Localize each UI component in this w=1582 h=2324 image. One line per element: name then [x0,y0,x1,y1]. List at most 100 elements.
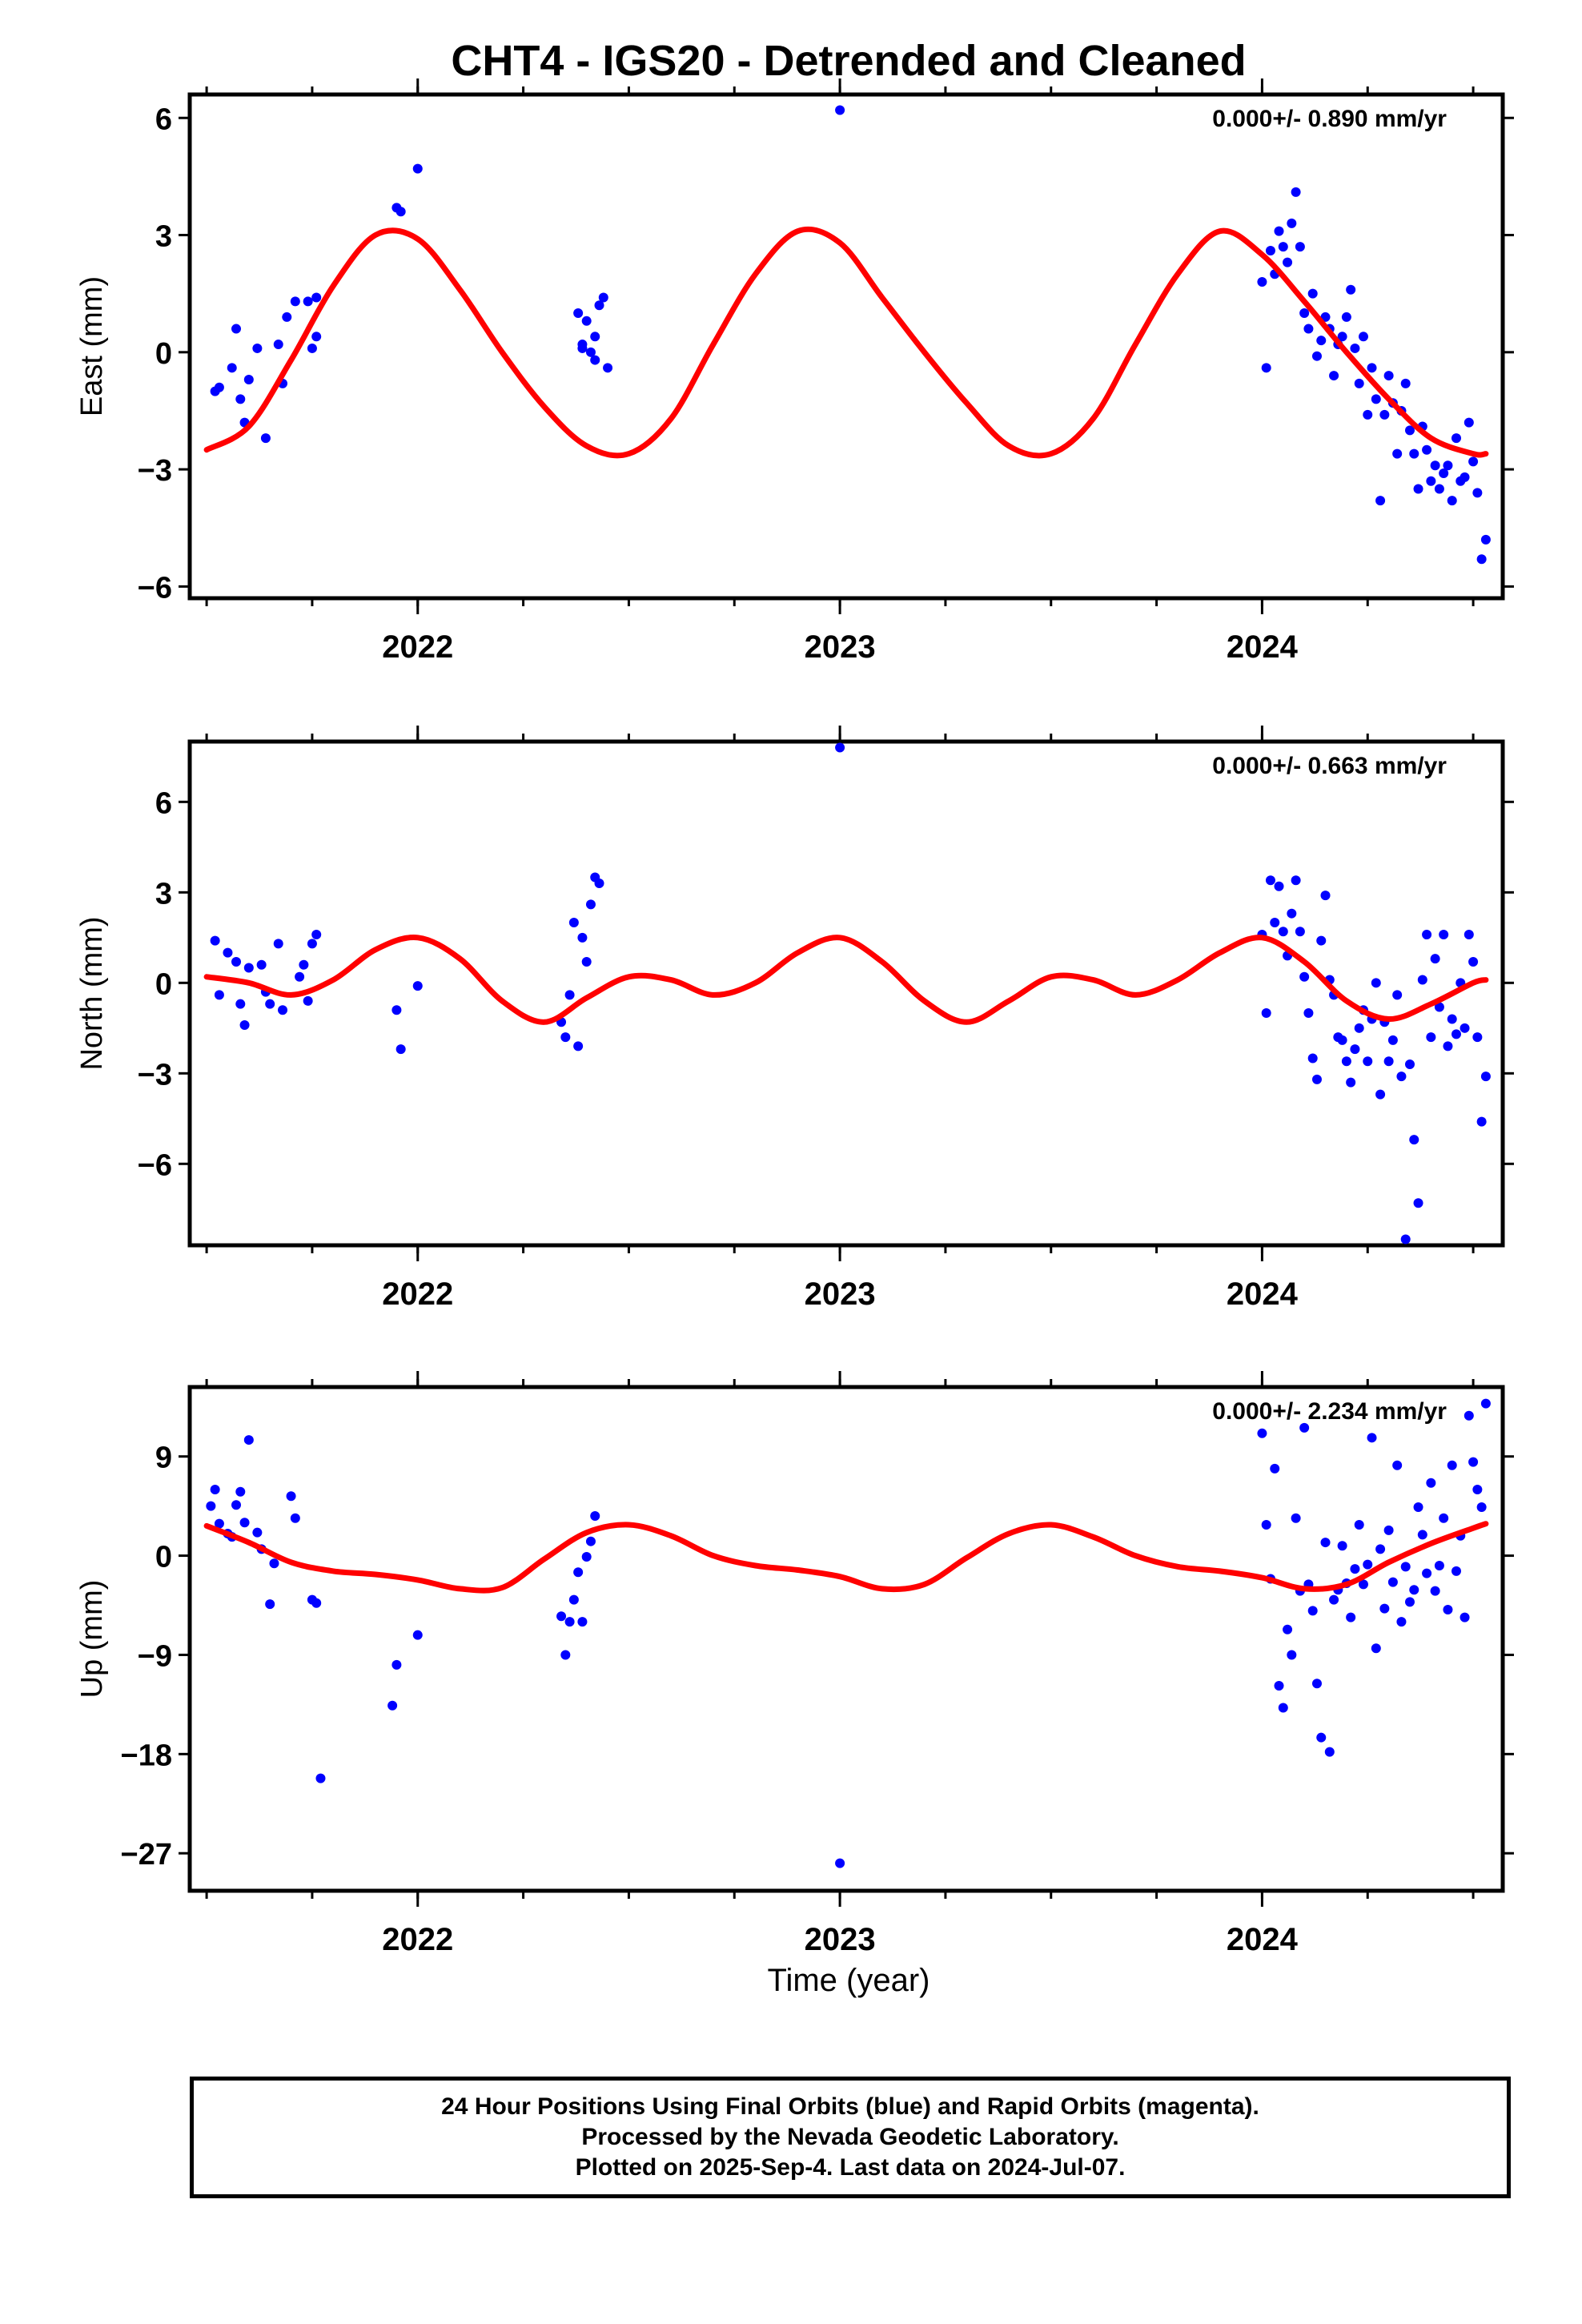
up-data-point [560,1650,571,1660]
east-data-point [214,382,224,392]
up-data-point [231,1500,242,1510]
up-data-point [1287,1650,1297,1660]
up-ytick-label: −18 [121,1739,172,1772]
north-data-point [256,959,267,970]
east-data-point [1434,484,1444,494]
up-data-point [1261,1520,1271,1530]
up-data-point [252,1527,263,1538]
east-ytick-label: 3 [155,220,172,254]
east-model-curve [203,226,1489,459]
up-ytick-label: −27 [121,1838,172,1872]
north-data-point [396,1044,406,1055]
north-ytick-label: −6 [138,1148,172,1182]
east-data-point [396,207,406,217]
footer-line-3: Plotted on 2025-Sep-4. Last data on 2024… [575,2154,1126,2181]
east-data-point [311,332,322,342]
east-data-point [1283,257,1293,267]
east-data-point [1375,496,1386,506]
up-data-point [239,1518,250,1528]
east-data-point [311,292,322,303]
east-data-point [1358,332,1368,342]
north-data-point [243,963,254,973]
up-data-point [286,1491,296,1502]
east-data-point [1413,484,1423,494]
up-model-curve [203,1521,1489,1594]
east-data-point [1329,371,1339,381]
north-data-point [223,947,233,958]
east-data-point [1480,534,1491,545]
north-data-point [568,917,579,927]
north-data-point [581,956,592,967]
up-data-point [391,1659,402,1670]
north-data-point [1320,891,1331,901]
north-data-point [235,999,246,1009]
north-data-point [295,971,305,982]
up-ylabel: Up (mm) [75,1580,109,1699]
up-data-point [1324,1747,1335,1757]
north-data-point [1341,1056,1351,1067]
east-data-point [1341,312,1351,322]
footer-line-2: Processed by the Nevada Geodetic Laborat… [581,2124,1119,2150]
north-data-point [1274,881,1284,891]
up-data-point [1472,1485,1483,1495]
north-data-point [1270,917,1280,927]
up-data-point [1447,1460,1457,1470]
east-data-point [1371,394,1381,404]
north-data-point [1430,954,1440,964]
north-data-point [1447,1014,1457,1024]
up-data-point [1383,1525,1394,1535]
up-data-point [568,1594,579,1605]
north-data-point [1371,978,1381,988]
north-data-point [1464,930,1474,940]
east-data-point [1265,246,1275,256]
east-data-point [1476,554,1487,565]
up-data-point [1417,1530,1427,1540]
north-data-point [1413,1198,1423,1208]
east-data-point [1464,417,1474,428]
up-data-point [1311,1679,1322,1689]
x-axis-label: Time (year) [768,1963,930,1998]
north-data-point [564,990,575,1000]
up-data-point [1451,1566,1461,1576]
up-data-point [1379,1603,1390,1614]
up-data-point [1387,1577,1398,1587]
east-data-point [1439,468,1449,478]
north-data-point [1460,1023,1470,1033]
east-data-point [307,343,317,353]
north-panel: −6 −3 0 3 6 2022 2023 2024 North (mm) 0.000+/- 0.… [75,726,1514,1312]
north-data-point [1387,1035,1398,1045]
north-data-point [214,990,224,1000]
up-data-point [206,1501,216,1511]
up-data-point [1396,1617,1407,1627]
east-data-point [1447,496,1457,506]
up-data-point [1367,1433,1377,1443]
up-data-point [243,1435,254,1445]
east-data-point [273,340,283,350]
north-data-point [1422,930,1432,940]
north-data-point [1265,875,1275,886]
up-data-point [387,1700,398,1711]
north-data-point [1451,1029,1461,1039]
up-data-point [269,1558,279,1569]
east-ytick-label: 6 [155,103,172,136]
north-ylabel: North (mm) [75,916,109,1070]
up-data-point [1476,1502,1487,1513]
east-data-point [231,324,242,334]
east-data-point [1460,472,1470,482]
up-data-point [1434,1560,1444,1570]
up-data-point [1371,1643,1381,1654]
east-ytick-label: 0 [155,337,172,371]
north-data-point [1396,1072,1407,1082]
up-data-point [1337,1541,1347,1551]
east-data-point [603,363,613,373]
east-ytick-label: −3 [138,454,172,488]
east-data-point [1430,460,1440,471]
east-data-point [412,163,423,174]
east-panel: −6 −3 0 3 6 2022 2023 2024 East (mm) 0.000+/- 0.8… [75,78,1514,665]
up-data-point [1430,1586,1440,1596]
north-data-point [1383,1056,1394,1067]
east-data-point [1278,242,1288,252]
east-data-point [260,433,271,444]
east-data-point [594,300,604,311]
